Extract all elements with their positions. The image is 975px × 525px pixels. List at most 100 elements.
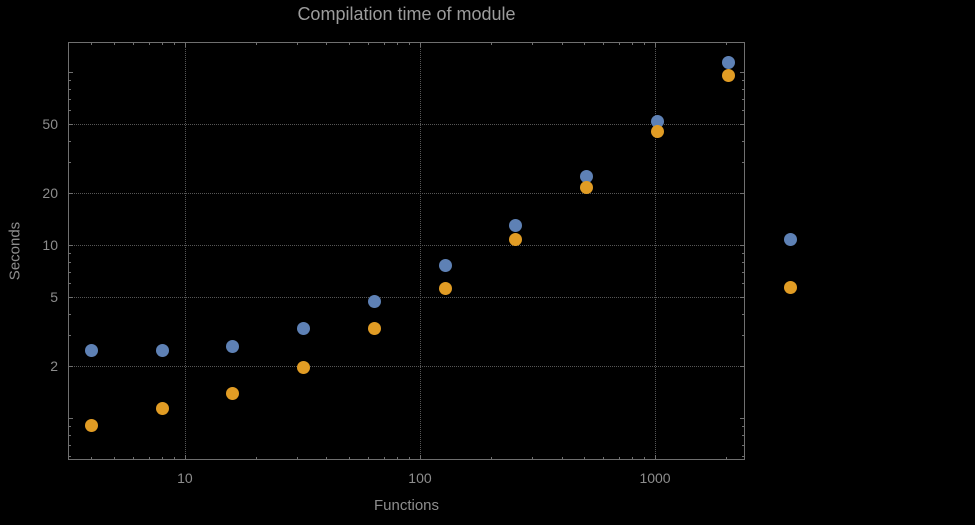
data-point: [155, 344, 169, 358]
y-tick-mark: [742, 162, 745, 164]
x-tick-mark: [632, 42, 634, 45]
x-axis-label: Functions: [373, 497, 440, 514]
y-tick-mark: [742, 79, 745, 81]
x-tick-mark: [297, 457, 299, 460]
x-tick-mark: [632, 457, 634, 460]
x-tick-mark: [132, 457, 134, 460]
x-tick-mark: [397, 457, 399, 460]
data-point: [438, 282, 452, 296]
y-tick-label: 20: [42, 184, 58, 201]
y-tick-mark: [742, 252, 745, 254]
data-point: [721, 69, 735, 83]
x-tick-label: 100: [408, 470, 432, 486]
x-tick-mark: [184, 42, 186, 47]
y-tick-mark: [68, 444, 71, 446]
data-point: [721, 56, 735, 70]
vertical-gridline: [419, 42, 421, 460]
y-tick-mark: [742, 425, 745, 427]
data-point: [509, 232, 523, 246]
data-point: [367, 295, 381, 309]
x-tick-mark: [561, 457, 563, 460]
y-tick-mark: [68, 124, 73, 126]
x-tick-mark: [532, 42, 534, 45]
y-tick-mark: [68, 110, 71, 112]
x-tick-mark: [148, 42, 150, 45]
x-tick-mark: [561, 42, 563, 45]
y-tick-mark: [68, 425, 71, 427]
y-tick-mark: [68, 261, 71, 263]
horizontal-gridline: [68, 297, 745, 299]
data-point: [155, 402, 169, 416]
y-tick-mark: [68, 418, 73, 420]
x-tick-label: 1000: [639, 470, 671, 486]
x-tick-mark: [397, 42, 399, 45]
x-tick-mark: [419, 42, 421, 47]
x-tick-mark: [255, 42, 257, 45]
x-tick-mark: [174, 42, 176, 45]
legend-marker: [784, 281, 797, 294]
x-tick-mark: [618, 457, 620, 460]
x-tick-mark: [326, 42, 328, 45]
y-tick-label: 5: [50, 289, 58, 306]
x-tick-mark: [409, 457, 411, 460]
x-tick-mark: [383, 42, 385, 45]
x-tick-mark: [349, 457, 351, 460]
x-tick-mark: [725, 42, 727, 45]
horizontal-gridline: [68, 124, 745, 126]
x-tick-mark: [91, 42, 93, 45]
data-point: [84, 344, 98, 358]
x-tick-mark: [132, 42, 134, 45]
horizontal-gridline: [68, 244, 745, 246]
y-tick-mark: [740, 297, 745, 299]
y-tick-mark: [740, 365, 745, 367]
data-point: [367, 322, 381, 336]
data-point: [297, 321, 311, 335]
x-tick-mark: [409, 42, 411, 45]
plot-frame: [68, 42, 745, 460]
x-tick-mark: [532, 457, 534, 460]
y-tick-mark: [68, 79, 71, 81]
data-point: [297, 361, 311, 375]
x-tick-mark: [184, 455, 186, 460]
x-tick-mark: [655, 455, 657, 460]
y-tick-label: 2: [50, 357, 58, 374]
y-tick-mark: [68, 434, 71, 436]
x-tick-mark: [326, 457, 328, 460]
y-tick-mark: [68, 297, 73, 299]
data-point: [438, 259, 452, 273]
y-tick-label: 10: [42, 236, 58, 253]
x-tick-mark: [162, 457, 164, 460]
x-tick-mark: [349, 42, 351, 45]
data-point: [226, 387, 240, 401]
x-tick-mark: [148, 457, 150, 460]
vertical-gridline: [184, 42, 186, 460]
data-point: [580, 180, 594, 194]
y-tick-mark: [740, 124, 745, 126]
y-tick-mark: [742, 335, 745, 337]
x-tick-mark: [383, 457, 385, 460]
y-tick-mark: [740, 71, 745, 73]
data-point: [580, 169, 594, 183]
y-tick-mark: [68, 252, 71, 254]
x-tick-mark: [602, 42, 604, 45]
x-tick-mark: [297, 42, 299, 45]
x-tick-mark: [114, 42, 116, 45]
data-point: [226, 339, 240, 353]
y-tick-mark: [68, 192, 73, 194]
horizontal-gridline: [68, 365, 745, 367]
data-point: [84, 418, 98, 432]
x-tick-mark: [584, 42, 586, 45]
y-tick-mark: [740, 418, 745, 420]
y-tick-mark: [742, 110, 745, 112]
x-tick-label: 10: [177, 470, 193, 486]
y-tick-mark: [68, 71, 73, 73]
y-tick-mark: [742, 444, 745, 446]
x-tick-mark: [725, 457, 727, 460]
y-tick-mark: [742, 98, 745, 100]
vertical-gridline: [655, 42, 657, 460]
y-tick-mark: [68, 98, 71, 100]
y-tick-mark: [742, 313, 745, 315]
horizontal-gridline: [68, 192, 745, 194]
y-tick-mark: [68, 456, 71, 458]
